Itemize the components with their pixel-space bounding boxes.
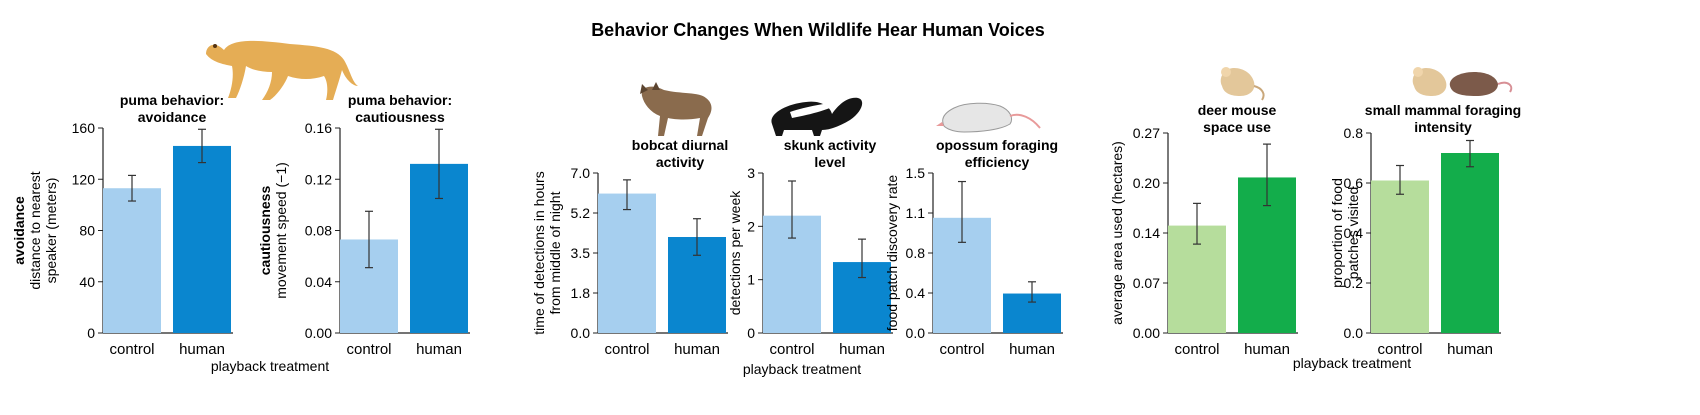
y-tick-label: 0.12 [305,171,332,187]
skunk-icon [771,97,863,136]
x-category-label: human [1244,341,1290,358]
y-axis-label: food patch discovery rate [884,175,900,332]
y-axis-label: patches visited [1345,187,1361,280]
y-axis-label: from middle of night [547,191,563,314]
chart-title-line: activity [656,154,704,170]
bar-human [1441,153,1499,333]
figure-title: Behavior Changes When Wildlife Hear Huma… [591,20,1045,40]
opossum-icon [936,102,1041,133]
y-tick-label: 0.04 [305,274,332,290]
y-tick-label: 7.0 [571,165,591,181]
x-category-label: human [1447,341,1493,358]
x-category-label: control [346,341,391,358]
chart-title-line: intensity [1414,119,1472,135]
y-tick-label: 160 [72,120,96,136]
x-category-label: control [1377,341,1422,358]
chart-title-line: skunk activity [784,137,877,153]
deer-mouse-icon [1220,67,1265,101]
y-tick-label: 0.20 [1133,175,1160,191]
y-tick-label: 0.14 [1133,225,1160,241]
y-axis-label: detections per week [727,190,743,316]
y-tick-label: 5.2 [571,205,591,221]
y-tick-label: 0.8 [1344,125,1364,141]
y-tick-label: 0.4 [1344,225,1364,241]
y-tick-label: 1 [747,272,755,288]
bar-human [173,145,231,333]
chart-title-line: space use [1203,119,1271,135]
y-tick-label: 0.00 [1133,325,1160,341]
y-tick-label: 3 [747,165,755,181]
x-category-label: human [1009,341,1055,358]
bar-control [1371,180,1429,333]
y-tick-label: 0.8 [906,245,926,261]
chart-title-line: small mammal foraging [1365,102,1521,118]
chart-title-line: efficiency [965,154,1030,170]
y-tick-label: 40 [79,274,95,290]
puma-icon [206,40,358,100]
y-tick-label: 0.2 [1344,275,1364,291]
y-tick-label: 0.0 [1344,325,1364,341]
y-tick-label: 0 [747,325,755,341]
y-tick-label: 120 [72,171,96,187]
y-tick-label: 1.5 [906,165,926,181]
x-category-label: human [416,341,462,358]
y-tick-label: 2 [747,218,755,234]
rat-icon [1449,72,1513,96]
x-category-label: human [674,341,720,358]
bar-control [598,193,656,333]
bobcat-icon [640,82,712,136]
x-category-label: control [1174,341,1219,358]
y-tick-label: 0.16 [305,120,332,136]
x-axis-label-puma: playback treatment [211,358,329,374]
y-axis-label: cautiousness [257,186,273,276]
y-tick-label: 0 [87,325,95,341]
y-tick-label: 1.1 [906,205,926,221]
chart-title-line: avoidance [138,109,207,125]
chart-title-line: level [814,154,845,170]
x-category-label: control [939,341,984,358]
y-tick-label: 0.27 [1133,125,1160,141]
y-tick-label: 0.6 [1344,175,1364,191]
y-tick-label: 0.4 [906,285,926,301]
y-tick-label: 0.00 [305,325,332,341]
y-axis-label: average area used (hectares) [1109,141,1125,325]
bar-control [103,188,161,333]
x-category-label: human [179,341,225,358]
y-tick-label: 0.07 [1133,275,1160,291]
x-category-label: control [604,341,649,358]
y-tick-label: 1.8 [571,285,591,301]
y-axis-label: speaker (meters) [43,178,59,284]
y-axis-label: distance to nearest [27,171,43,289]
y-tick-label: 3.5 [571,245,591,261]
chart-title-line: bobcat diurnal [632,137,728,153]
deer-mouse-icon [1412,67,1447,96]
y-tick-label: 0.0 [906,325,926,341]
y-tick-label: 80 [79,223,95,239]
x-category-label: control [109,341,154,358]
chart-title-line: opossum foraging [936,137,1058,153]
chart-title-line: puma behavior: [120,92,224,108]
y-axis-label: time of detections in hours [531,171,547,334]
y-axis-label: avoidance [11,196,27,265]
x-category-label: human [839,341,885,358]
y-tick-label: 0.0 [571,325,591,341]
chart-title-line: deer mouse [1198,102,1277,118]
x-axis-label-small-mammals: playback treatment [1293,355,1411,371]
x-axis-label-mesocarnivores: playback treatment [743,361,861,377]
y-axis-label: proportion of food [1329,178,1345,288]
y-tick-label: 0.08 [305,223,332,239]
y-axis-label: movement speed (−1) [273,162,289,299]
x-category-label: control [769,341,814,358]
chart-title-line: cautiousness [355,109,445,125]
chart-title-line: puma behavior: [348,92,452,108]
